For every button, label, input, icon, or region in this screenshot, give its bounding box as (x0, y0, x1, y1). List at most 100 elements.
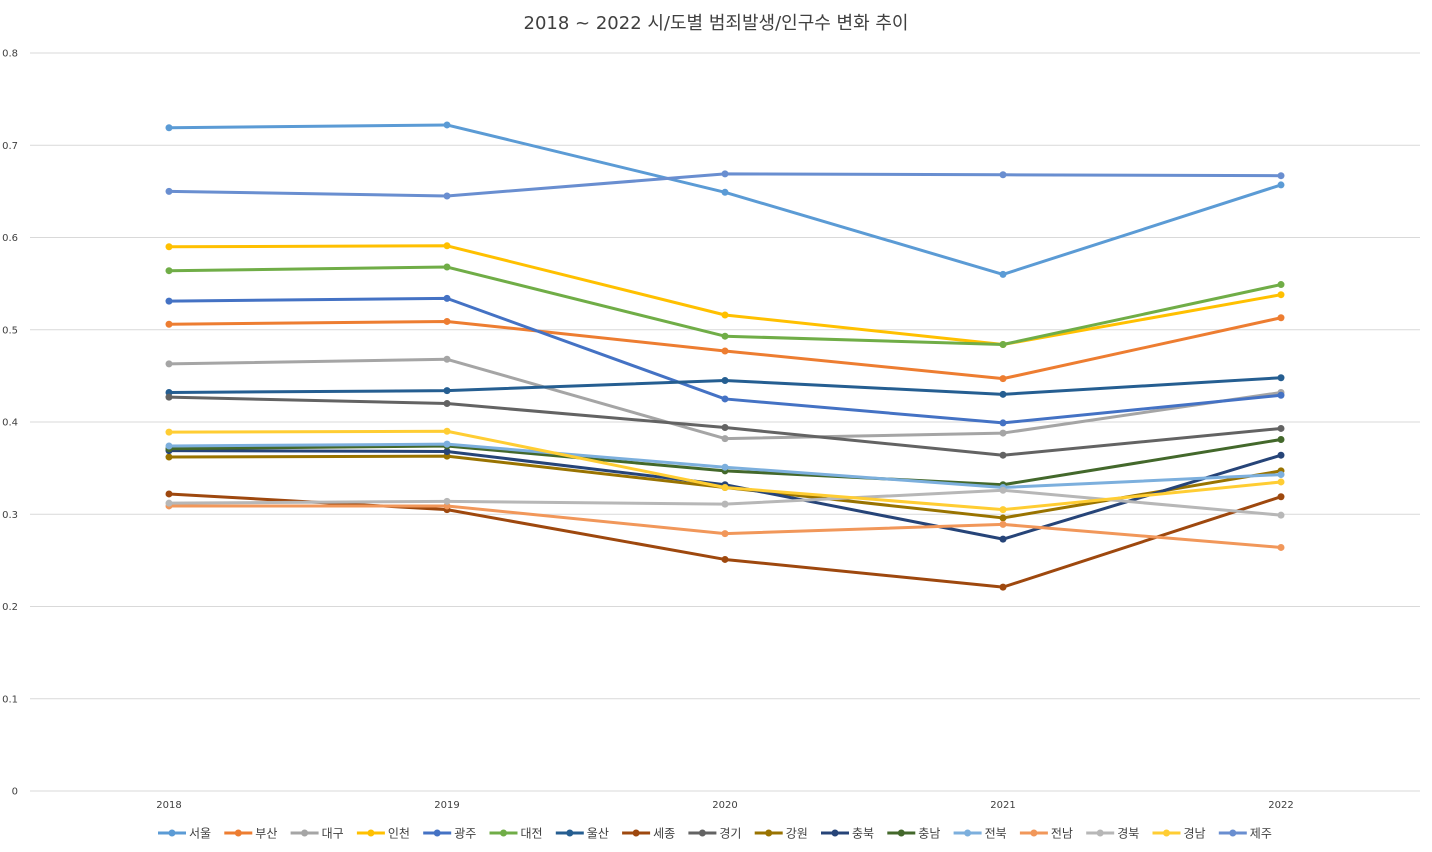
series-인천 (165, 242, 1285, 349)
data-point (165, 243, 173, 251)
legend-swatch-marker (831, 829, 839, 837)
legend-item[interactable]: 인천 (356, 826, 410, 841)
legend-item[interactable]: 울산 (555, 827, 609, 841)
legend[interactable]: 서울 부산 대구 인천 광주 대전 울산 세종 경기 강원 충북 충남 전북 전남 경북 경남 제주 (158, 826, 1272, 841)
data-point (443, 448, 451, 456)
data-point (1277, 543, 1285, 551)
data-point (165, 442, 173, 450)
legend-swatch-marker (897, 829, 905, 837)
data-point (165, 499, 173, 507)
data-point (443, 121, 451, 129)
legend-item[interactable]: 전남 (1019, 827, 1073, 841)
legend-swatch-marker (367, 829, 375, 837)
data-point (443, 263, 451, 271)
legend-item[interactable]: 경북 (1086, 827, 1139, 841)
data-point (999, 520, 1007, 528)
legend-label: 세종 (653, 827, 675, 841)
x-tick-label: 2022 (1268, 800, 1293, 811)
legend-item[interactable]: 전북 (953, 827, 1007, 841)
data-point (999, 535, 1007, 543)
data-point (165, 320, 173, 328)
data-point (999, 429, 1007, 437)
series-서울 (165, 121, 1285, 278)
legend-label: 전북 (985, 827, 1007, 841)
data-point (721, 530, 729, 538)
data-point (1277, 291, 1285, 299)
legend-label: 인천 (388, 826, 410, 841)
data-point (721, 347, 729, 355)
series-line (167, 504, 1283, 549)
x-tick-label: 2021 (990, 800, 1015, 811)
data-point (999, 514, 1007, 522)
series-대전 (165, 263, 1285, 349)
legend-item[interactable]: 강원 (754, 827, 808, 841)
legend-item[interactable]: 경기 (688, 827, 741, 841)
data-point (165, 360, 173, 368)
legend-item[interactable]: 제주 (1218, 827, 1272, 841)
legend-item[interactable]: 경남 (1152, 827, 1206, 841)
data-point (165, 453, 173, 461)
legend-label: 울산 (587, 827, 609, 841)
legend-item[interactable]: 대전 (489, 827, 543, 841)
data-point (165, 297, 173, 305)
data-point (165, 124, 173, 132)
data-point (721, 188, 729, 196)
y-tick-label: 0.8 (2, 49, 18, 60)
x-tick-label: 2019 (434, 800, 459, 811)
legend-swatch-marker (1163, 829, 1170, 837)
data-point (1277, 493, 1285, 501)
data-point (999, 486, 1007, 494)
data-point (443, 242, 451, 250)
data-point (1277, 281, 1285, 289)
data-point (443, 192, 451, 200)
x-tick-label: 2018 (156, 800, 181, 811)
data-point (721, 500, 729, 508)
legend-item[interactable]: 광주 (423, 827, 476, 841)
legend-label: 충남 (918, 827, 940, 841)
legend-item[interactable]: 서울 (158, 827, 211, 841)
legend-swatch-marker (964, 829, 972, 837)
data-point (999, 375, 1007, 383)
data-point (1277, 181, 1285, 189)
series-경북 (165, 486, 1285, 519)
legend-swatch-marker (698, 829, 706, 837)
data-point (165, 428, 173, 436)
data-point (721, 170, 729, 178)
legend-swatch-marker (632, 829, 640, 837)
data-point (1277, 172, 1285, 180)
data-point (1277, 314, 1285, 322)
legend-swatch-marker (301, 829, 309, 837)
data-point (721, 395, 729, 403)
series-광주 (165, 294, 1285, 427)
data-point (721, 424, 729, 432)
legend-swatch-marker (234, 829, 242, 837)
legend-label: 경기 (719, 827, 741, 841)
data-point (443, 317, 451, 325)
data-point (721, 463, 729, 471)
series-line (167, 123, 1283, 276)
legend-item[interactable]: 부산 (224, 827, 277, 841)
series-line (167, 492, 1283, 589)
legend-label: 대구 (322, 827, 344, 841)
series-전남 (165, 502, 1285, 551)
legend-item[interactable]: 충북 (821, 827, 874, 841)
data-point (1277, 451, 1285, 459)
data-point (721, 332, 729, 340)
y-tick-label: 0.6 (2, 233, 18, 244)
data-point (999, 506, 1007, 514)
legend-label: 대전 (521, 827, 543, 841)
data-point (1277, 436, 1285, 444)
legend-item[interactable]: 충남 (887, 827, 940, 841)
y-tick-label: 0.5 (2, 325, 18, 336)
legend-label: 제주 (1250, 827, 1272, 841)
legend-item[interactable]: 세종 (622, 827, 675, 841)
legend-item[interactable]: 대구 (290, 827, 344, 841)
y-tick-label: 0.7 (2, 141, 18, 152)
data-point (443, 400, 451, 408)
series-충북 (165, 447, 1285, 543)
data-point (721, 555, 729, 563)
gridlines (30, 52, 1420, 792)
legend-swatch-marker (433, 829, 441, 837)
